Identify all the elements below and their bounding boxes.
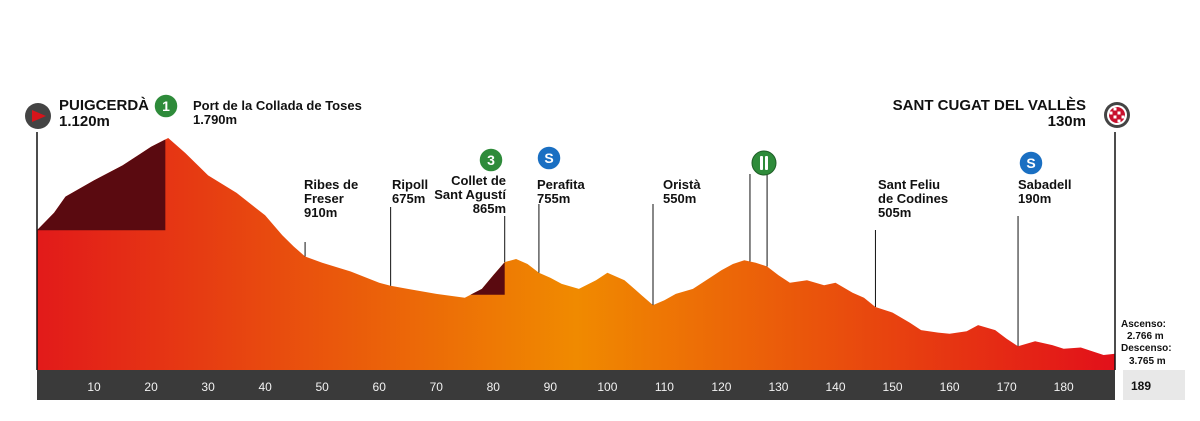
stat-label: Descenso: <box>1121 343 1172 354</box>
x-tick-label: 160 <box>940 380 960 394</box>
axis-bar <box>37 370 1115 400</box>
x-tick-label: 10 <box>87 380 101 394</box>
x-tick-label: 120 <box>711 380 731 394</box>
x-tick-label: 100 <box>597 380 617 394</box>
x-tick-label: 80 <box>487 380 501 394</box>
waypoint-label: PUIGCERDÀ 1.120m <box>59 97 149 130</box>
x-tick-label: 180 <box>1054 380 1074 394</box>
badge-text: 3 <box>487 152 495 168</box>
stat-value: 2.766 m <box>1127 331 1164 342</box>
x-tick-label: 40 <box>258 380 272 394</box>
x-tick-label: 140 <box>826 380 846 394</box>
x-tick-label: 50 <box>316 380 330 394</box>
profile-area <box>37 138 1115 370</box>
category-1-climb-icon: 1 <box>153 93 179 119</box>
x-tick-label: 130 <box>768 380 788 394</box>
stat-label: Ascenso: <box>1121 319 1166 330</box>
badge-text: 1 <box>162 98 170 114</box>
intermediate-sprint-icon: S <box>1018 150 1044 176</box>
waypoint-label: Perafita 755m <box>537 177 585 206</box>
waypoint-labels: PUIGCERDÀ 1.120m 1 Port de la Collada de To… <box>25 93 1130 220</box>
x-tick-label: 110 <box>655 380 674 394</box>
finish-icon <box>1104 102 1130 128</box>
x-tick-label: 170 <box>997 380 1017 394</box>
waypoint-label: Port de la Collada de Toses 1.790m <box>193 98 362 127</box>
stat-value: 3.765 m <box>1129 356 1166 367</box>
climb-segment-2 <box>470 262 505 295</box>
badge-text: S <box>1026 155 1035 171</box>
x-tick-label: 70 <box>430 380 444 394</box>
x-tick-label: 30 <box>201 380 215 394</box>
waypoint-label: Ripoll 675m <box>392 177 428 206</box>
waypoint-label: Sant Feliu de Codines 505m <box>878 177 948 220</box>
waypoint-label: SANT CUGAT DEL VALLÈS 130m <box>893 97 1086 130</box>
total-distance-box <box>1123 370 1185 400</box>
badge-text: S <box>544 150 553 166</box>
climb-segment-1 <box>37 139 166 231</box>
waypoint-label: Ribes de Freser 910m <box>304 177 358 220</box>
category-3-climb-icon: 3 <box>478 147 504 173</box>
x-tick-label: 90 <box>544 380 558 394</box>
feed-zone-icon <box>751 150 777 176</box>
total-distance-label: 189 <box>1131 379 1151 393</box>
waypoint-label: Oristà 550m <box>663 177 701 206</box>
elevation-profile <box>37 138 1115 370</box>
waypoint-leaders <box>36 132 1116 370</box>
distance-axis: 189 10 20 30 40 50 60 70 80 90 100 110 120 130 140 150 1… <box>37 370 1185 400</box>
waypoint-label: Sabadell 190m <box>1018 177 1071 206</box>
intermediate-sprint-icon: S <box>536 145 562 171</box>
waypoint-label: Collet de Sant Agustí 865m <box>434 173 506 216</box>
climb-segments <box>37 139 505 295</box>
x-tick-label: 60 <box>373 380 387 394</box>
start-icon <box>25 103 51 129</box>
x-tick-label: 150 <box>883 380 903 394</box>
x-tick-label: 20 <box>144 380 158 394</box>
